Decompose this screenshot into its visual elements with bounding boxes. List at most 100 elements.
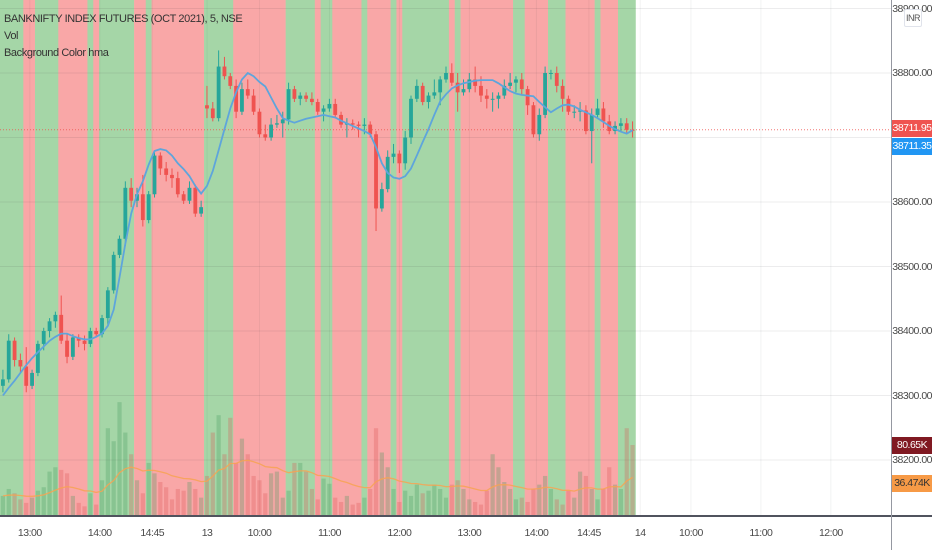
- volume-bar: [379, 452, 384, 515]
- candle-body: [117, 238, 122, 255]
- volume-bar: [35, 490, 41, 515]
- volume-bar: [525, 501, 530, 515]
- chart-legend: BANKNIFTY INDEX FUTURES (OCT 2021), 5, N…: [4, 11, 243, 62]
- volume-bar: [70, 495, 75, 515]
- volume-bar: [560, 504, 565, 515]
- candle-body: [82, 340, 87, 344]
- volume-bar: [449, 484, 454, 515]
- candle-body: [298, 95, 303, 99]
- time-axis[interactable]: 13:00 14:00 14:45 13 10:00 11:00 12:00 13:00 14:…: [0, 515, 932, 552]
- candle-body: [228, 76, 233, 86]
- price-tick-label: 38800.00: [892, 67, 932, 79]
- legend-indicator[interactable]: Background Color hma: [4, 47, 109, 59]
- candle-body: [624, 123, 629, 130]
- candle-body: [444, 73, 448, 80]
- candle-body: [537, 114, 542, 135]
- candle-body: [30, 372, 34, 386]
- volume-bar: [175, 488, 180, 515]
- candle-body: [572, 111, 577, 113]
- volume-bar: [292, 462, 297, 515]
- volume-bar: [572, 497, 577, 515]
- time-tick-label: 14:45: [140, 527, 165, 539]
- candle-body: [123, 187, 128, 239]
- volume-bar: [193, 488, 198, 515]
- volume-bar: [624, 428, 629, 515]
- background-band-bear: [460, 0, 514, 515]
- time-tick-label: 11:00: [317, 527, 342, 539]
- candle-body: [222, 66, 227, 77]
- candle-body: [479, 85, 483, 96]
- candle-body: [350, 123, 355, 125]
- price-axis[interactable]: 38900.00 38800.00 38600.00 38500.00 38400.00…: [891, 0, 932, 515]
- candle-body: [146, 194, 151, 221]
- volume-bar: [12, 493, 17, 515]
- candle-body: [414, 85, 419, 99]
- volume-bar: [618, 488, 624, 515]
- background-band-bear: [332, 0, 362, 515]
- volume-bar: [461, 488, 466, 515]
- candle-body: [333, 103, 338, 115]
- candle-body: [24, 366, 29, 386]
- volume-bar: [607, 467, 612, 515]
- volume-bar: [403, 490, 408, 515]
- background-band-bear: [396, 0, 403, 515]
- background-band-bear: [600, 0, 619, 515]
- candle-body: [105, 290, 110, 319]
- candle-body: [432, 92, 437, 96]
- candle-body: [409, 98, 413, 138]
- last-price-tag: 38711.95: [892, 120, 932, 137]
- volume-bar: [216, 415, 221, 515]
- candle-body: [251, 95, 256, 112]
- volume-bar: [566, 490, 571, 515]
- candle-body: [245, 89, 250, 96]
- volume-bar: [64, 473, 70, 515]
- candle-body: [502, 85, 507, 96]
- background-band-bull: [361, 0, 368, 515]
- volume-bar: [140, 493, 145, 515]
- volume-bar: [338, 501, 344, 515]
- volume-bar: [455, 480, 460, 515]
- volume-bar: [601, 488, 606, 515]
- volume-bar: [129, 454, 134, 515]
- time-tick-label: 13:00: [17, 527, 42, 539]
- candle-body: [35, 343, 40, 373]
- candle-body: [240, 89, 244, 112]
- legend-volume[interactable]: Vol: [4, 30, 19, 42]
- candle-body: [18, 360, 23, 367]
- volume-bar: [29, 497, 35, 515]
- volume-bar: [257, 480, 262, 515]
- background-band-bear: [58, 0, 88, 515]
- candle-body: [187, 187, 192, 201]
- time-tick-label: 10:00: [247, 527, 272, 539]
- hma-value-tag: 38711.35: [892, 138, 932, 155]
- axis-divider: [891, 515, 892, 550]
- background-band-bear: [151, 0, 205, 515]
- volume-bar: [245, 454, 250, 515]
- legend-symbol[interactable]: BANKNIFTY INDEX FUTURES (OCT 2021), 5, N…: [4, 13, 243, 25]
- candle-body: [164, 168, 169, 175]
- chart-plot-area[interactable]: BANKNIFTY INDEX FUTURES (OCT 2021), 5, N…: [0, 0, 891, 515]
- volume-bar: [473, 501, 478, 515]
- candle-body: [391, 153, 396, 157]
- background-band-bull: [402, 0, 450, 515]
- volume-bar: [210, 432, 215, 515]
- volume-bar: [169, 499, 175, 515]
- candle-body: [210, 108, 215, 119]
- volume-bar: [263, 493, 268, 515]
- volume-bar: [286, 490, 291, 515]
- currency-badge[interactable]: INR: [904, 9, 922, 27]
- volume-bar: [6, 488, 11, 515]
- candle-body: [379, 189, 384, 209]
- volume-value-tag: 80.65K: [892, 437, 932, 454]
- background-band-bull: [87, 0, 94, 515]
- candle-body: [170, 174, 174, 179]
- candle-body: [257, 111, 262, 135]
- volume-bar: [199, 497, 204, 515]
- candle-body: [549, 73, 553, 74]
- volume-bar: [496, 467, 501, 515]
- candle-body: [403, 137, 408, 164]
- hma-line: [2, 71, 634, 397]
- volume-bar: [385, 467, 390, 515]
- volume-bar: [234, 462, 239, 515]
- volume-bar: [59, 469, 64, 515]
